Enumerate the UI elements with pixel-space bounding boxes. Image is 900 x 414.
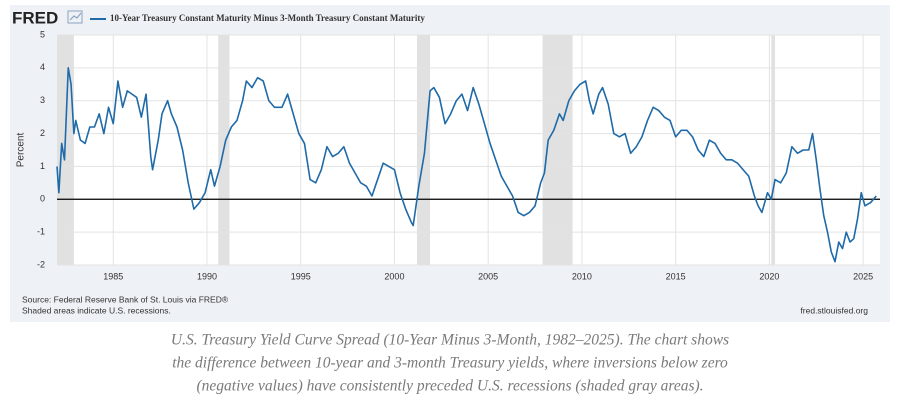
x-tick-label: 2000: [384, 271, 404, 281]
caption-line: U.S. Treasury Yield Curve Spread (10-Yea…: [171, 332, 729, 349]
series-line: [56, 67, 877, 263]
x-tick-label: 1995: [291, 271, 311, 281]
y-tick-label: 3: [40, 95, 45, 105]
x-tick-label: 2015: [666, 271, 686, 281]
recession-band: [771, 35, 776, 265]
y-tick-label: 4: [40, 62, 45, 72]
x-tick-label: 2025: [853, 271, 873, 281]
y-axis-label: Percent: [16, 133, 27, 168]
source-note: Source: Federal Reserve Bank of St. Loui…: [22, 294, 229, 304]
caption-line: (negative values) have consistently prec…: [196, 378, 703, 395]
plot-area: [57, 35, 880, 265]
y-tick-label: -1: [37, 227, 45, 237]
x-tick-label: 2005: [478, 271, 498, 281]
caption: U.S. Treasury Yield Curve Spread (10-Yea…: [171, 332, 729, 395]
x-tick-label: 1990: [197, 271, 217, 281]
x-tick-label: 2020: [759, 271, 779, 281]
logo: FRED: [12, 8, 58, 27]
recession-note: Shaded areas indicate U.S. recessions.: [22, 305, 171, 315]
y-tick-label: 0: [40, 194, 45, 204]
x-tick-label: 1985: [103, 271, 123, 281]
y-tick-label: 5: [40, 29, 45, 39]
y-tick-label: -2: [37, 259, 45, 269]
x-tick-label: 2010: [572, 271, 592, 281]
legend-label: 10-Year Treasury Constant Maturity Minus…: [110, 13, 425, 23]
caption-line: the difference between 10-year and 3-mon…: [172, 355, 728, 372]
logo-icon: [67, 10, 83, 24]
site-url: fred.stlouisfed.org: [800, 305, 868, 315]
y-tick-label: 1: [40, 161, 45, 171]
recession-band: [416, 35, 431, 265]
y-tick-label: 2: [40, 128, 45, 138]
